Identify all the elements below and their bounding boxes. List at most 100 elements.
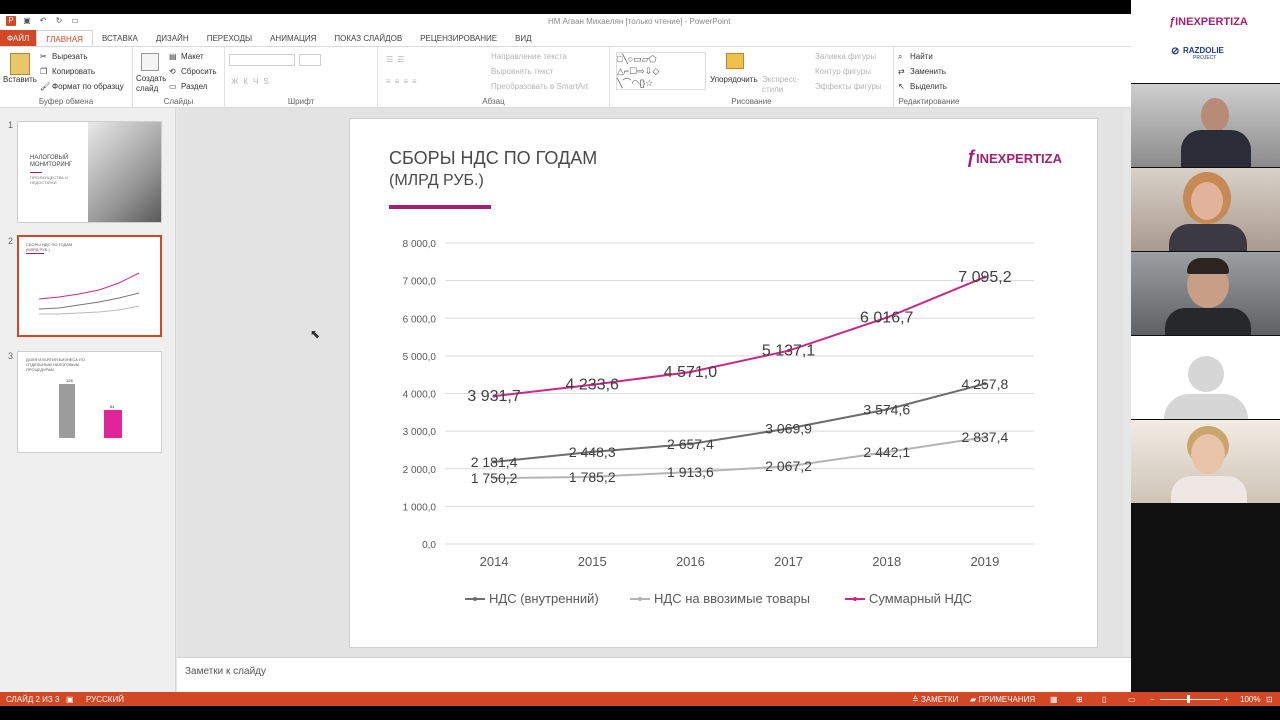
spellcheck-icon[interactable]: ▣ xyxy=(66,695,74,704)
participant-avatar-tile[interactable] xyxy=(1131,336,1280,419)
current-slide[interactable]: СБОРЫ НДС ПО ГОДАМ (МЛРД РУБ.) ƒINEXPERT… xyxy=(349,118,1098,648)
font-size-select[interactable] xyxy=(299,54,321,66)
slideshow-start-icon[interactable]: ▭ xyxy=(71,16,79,25)
arrange-icon[interactable] xyxy=(726,53,744,69)
copy-label: Копировать xyxy=(52,67,96,77)
participant-video-4[interactable] xyxy=(1131,420,1280,503)
participant-video-1[interactable] xyxy=(1131,84,1280,167)
legend-marker xyxy=(473,597,477,601)
new-slide-button[interactable]: Создать слайд xyxy=(136,74,167,93)
tab-slideshow[interactable]: ПОКАЗ СЛАЙДОВ xyxy=(334,34,403,43)
thumbnail-title: ДОЛЯ ИЗЪЯТИЯ БИЗНЕСА ПО ОТДЕЛЬНЫМ НАЛОГО… xyxy=(26,357,85,372)
slideshow-view-icon[interactable]: ▭ xyxy=(1128,695,1136,704)
shape-effects-button[interactable]: Эффекты фигуры xyxy=(815,82,882,91)
data-point xyxy=(492,460,496,464)
editing-group: ⌕ Найти ⇄ Заменить ↖ Выделить Редактировани… xyxy=(894,47,964,108)
list-buttons[interactable]: ☰☰ xyxy=(386,55,409,64)
shapes-gallery[interactable]: □╲○▭▱⬠ △⌐☐⇨⇩◇ ╲⌒◠{}☆ xyxy=(616,52,706,90)
normal-view-icon[interactable]: ▦ xyxy=(1050,695,1058,704)
arrange-button[interactable]: Упорядочить xyxy=(710,75,758,84)
data-label: 4 571,0 xyxy=(664,364,717,381)
copy-button[interactable]: ❐ Копировать xyxy=(40,67,95,77)
cut-button[interactable]: ✂ Вырезать xyxy=(40,52,88,62)
shape-outline-button[interactable]: Контур фигуры xyxy=(815,67,871,76)
tab-design[interactable]: ДИЗАЙН xyxy=(155,34,189,43)
thumbnail-number: 1 xyxy=(8,120,14,130)
participant-video-2[interactable] xyxy=(1131,168,1280,251)
scissors-icon: ✂ xyxy=(40,52,47,61)
thumbnail-chart xyxy=(38,272,140,315)
format-painter-button[interactable]: 🖌 Формат по образцу xyxy=(40,82,124,92)
font-format-buttons[interactable]: ЖКЧS xyxy=(231,77,274,86)
zoom-level[interactable]: 100% xyxy=(1240,695,1261,704)
align-buttons[interactable]: ≡≡≡≡ xyxy=(386,77,421,86)
comments-toggle[interactable]: ▰ ПРИМЕЧАНИЯ xyxy=(970,695,1035,704)
zoom-slider[interactable] xyxy=(1160,699,1220,700)
notes-pane[interactable]: Заметки к слайду xyxy=(177,657,1131,692)
avatar-head-icon xyxy=(1188,356,1224,392)
participant-video-3[interactable] xyxy=(1131,252,1280,335)
x-tick-label: 2016 xyxy=(676,554,705,569)
tab-insert[interactable]: ВСТАВКА xyxy=(101,34,138,43)
zoom-slider-thumb[interactable] xyxy=(1187,695,1190,703)
find-button[interactable]: ⌕ Найти xyxy=(898,52,933,62)
replace-icon: ⇄ xyxy=(898,67,905,76)
quick-styles-button[interactable]: Экспресс-стили xyxy=(762,75,800,94)
font-family-select[interactable] xyxy=(229,54,295,66)
thumb-line-domestic xyxy=(38,292,140,310)
data-label: 6 016,7 xyxy=(860,310,913,327)
thumbnail-title: НАЛОГОВЫЙ МОНИТОРИНГ xyxy=(30,155,73,168)
slide-thumbnail-2[interactable]: СБОРЫ НДС ПО ГОДАМ (МЛРД РУБ.) xyxy=(17,235,162,337)
reset-button[interactable]: ⟲ Сбросить xyxy=(169,67,217,77)
fit-slide-icon[interactable]: ⊡ xyxy=(1266,695,1273,704)
undo-icon[interactable]: ↶ xyxy=(39,16,47,25)
layout-label: Макет xyxy=(181,52,204,62)
tab-transitions[interactable]: ПЕРЕХОДЫ xyxy=(206,34,253,43)
slide-logo-text: INEXPERTIZA xyxy=(976,151,1062,166)
zoom-out-icon[interactable]: − xyxy=(1150,695,1155,704)
tab-home[interactable]: ГЛАВНАЯ xyxy=(36,30,93,46)
thumbnail-accent-line xyxy=(26,253,44,254)
text-direction-button[interactable]: Направление текста xyxy=(491,52,567,61)
section-icon: ▭ xyxy=(169,82,177,91)
save-icon[interactable]: ▣ xyxy=(23,16,31,25)
participant-face xyxy=(1191,434,1225,474)
tab-file[interactable]: ФАЙЛ xyxy=(0,30,37,46)
notes-toggle-label: ЗАМЕТКИ xyxy=(920,695,959,704)
language-indicator[interactable]: РУССКИЙ xyxy=(86,695,124,704)
slide-sorter-icon[interactable]: ⊞ xyxy=(1076,695,1083,704)
replace-button[interactable]: ⇄ Заменить xyxy=(898,67,946,77)
data-point xyxy=(590,475,594,479)
logo-mark-icon: ƒ xyxy=(966,147,977,167)
zoom-in-icon[interactable]: + xyxy=(1224,695,1229,704)
y-tick-label: 8 000,0 xyxy=(403,239,437,250)
align-text-button[interactable]: Выровнять текст xyxy=(491,67,554,76)
section-button[interactable]: ▭ Раздел xyxy=(169,82,207,92)
redo-icon[interactable]: ↻ xyxy=(55,16,63,25)
notes-toggle[interactable]: ≙ ЗАМЕТКИ xyxy=(912,695,958,704)
participant-hair xyxy=(1187,258,1229,274)
smartart-button[interactable]: Преобразовать в SmartArt xyxy=(491,82,589,91)
thumbnail-bar2-value: 84 xyxy=(110,404,115,409)
layout-button[interactable]: ▤ Макет xyxy=(169,52,204,62)
select-button[interactable]: ↖ Выделить xyxy=(898,82,947,92)
cursor-icon: ↖ xyxy=(898,82,905,91)
participant-body xyxy=(1165,308,1251,335)
slide-thumbnail-1[interactable]: НАЛОГОВЫЙ МОНИТОРИНГ ПРЕИМУЩЕСТВА И НЕДО… xyxy=(17,121,162,223)
series-line-1 xyxy=(494,436,986,480)
new-slide-icon[interactable] xyxy=(141,53,159,71)
tab-review[interactable]: РЕЦЕНЗИРОВАНИЕ xyxy=(420,34,498,43)
tab-view[interactable]: ВИД xyxy=(515,34,532,43)
slide-thumbnail-3[interactable]: ДОЛЯ ИЗЪЯТИЯ БИЗНЕСА ПО ОТДЕЛЬНЫМ НАЛОГО… xyxy=(17,351,162,453)
paste-icon[interactable] xyxy=(10,53,30,75)
shape-fill-button[interactable]: Заливка фигуры xyxy=(815,52,877,61)
data-point xyxy=(492,394,496,398)
slides-group: Создать слайд ▤ Макет ⟲ Сбросить ▭ Раздел С… xyxy=(133,47,225,108)
legend-label: НДС на ввозимые товары xyxy=(654,591,810,606)
data-label: 3 931,7 xyxy=(467,388,520,405)
status-bar: СЛАЙД 2 ИЗ 3 ▣ РУССКИЙ ≙ ЗАМЕТКИ ▰ ПРИМЕ… xyxy=(0,692,1280,706)
paste-button[interactable]: Вставить xyxy=(3,75,37,84)
reading-view-icon[interactable]: ▯ xyxy=(1102,695,1107,704)
data-label: 4 257,8 xyxy=(962,376,1009,392)
tab-animations[interactable]: АНИМАЦИЯ xyxy=(270,34,317,43)
